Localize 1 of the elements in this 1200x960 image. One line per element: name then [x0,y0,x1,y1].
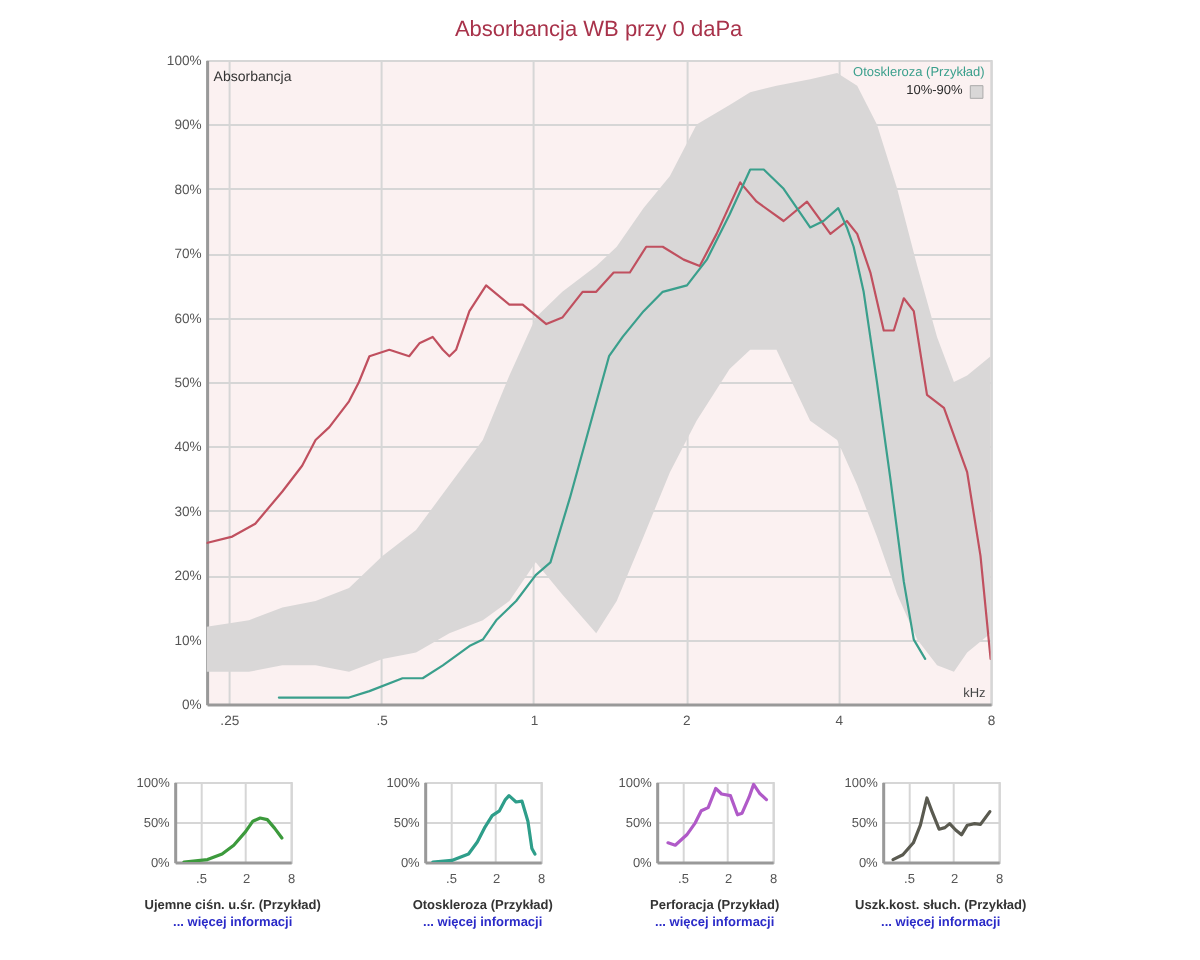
chart-title: Absorbancja WB przy 0 daPa [454,18,745,42]
